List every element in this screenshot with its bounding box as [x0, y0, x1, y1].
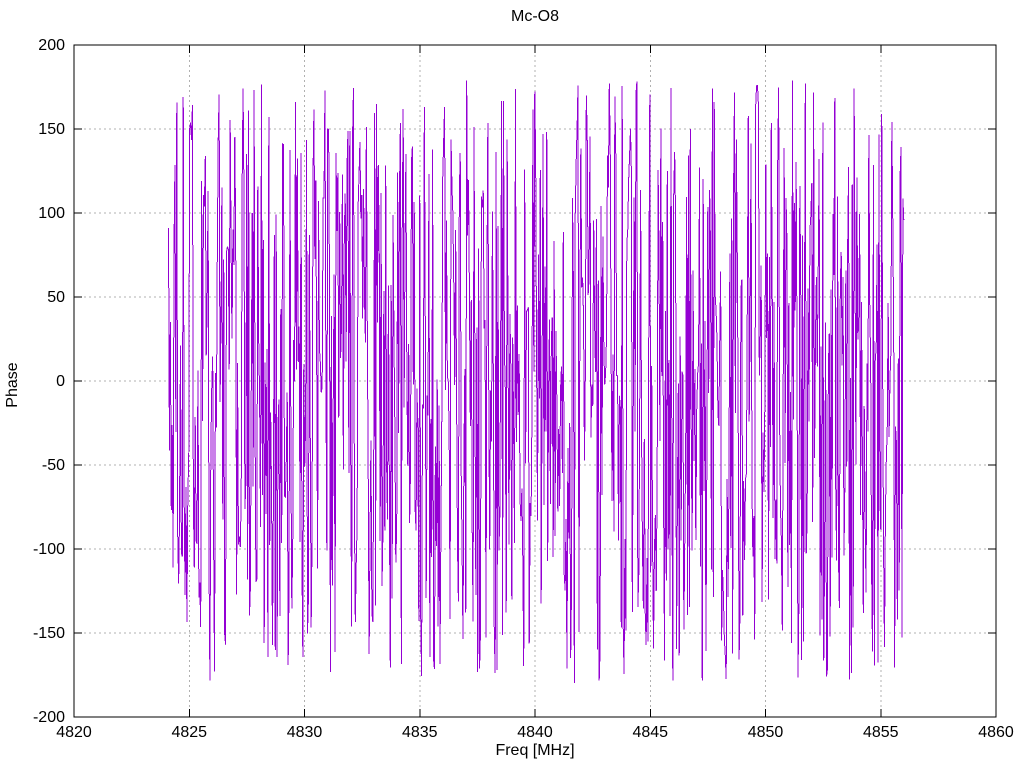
- y-tick-label: -50: [42, 457, 65, 474]
- x-tick-label: 4830: [287, 724, 323, 741]
- y-tick-labels: -200 -150 -100 -50 0 50 100 150 200: [33, 37, 65, 726]
- x-tick-label: 4855: [863, 724, 899, 741]
- y-tick-label: -200: [33, 709, 65, 726]
- x-tick-label: 4825: [171, 724, 207, 741]
- axes-border-ticks: [73, 44, 997, 718]
- x-tick-label: 4850: [748, 724, 784, 741]
- y-tick-label: 0: [56, 373, 65, 390]
- x-tick-label: 4835: [402, 724, 438, 741]
- chart-title: Mc-O8: [511, 8, 559, 25]
- x-tick-label: 4820: [56, 724, 92, 741]
- y-tick-label: 150: [38, 121, 65, 138]
- x-tick-labels: 4820 4825 4830 4835 4840 4845 4850 4855 4860: [56, 724, 1014, 741]
- y-tick-label: 100: [38, 205, 65, 222]
- y-tick-label: -100: [33, 541, 65, 558]
- x-tick-label: 4840: [517, 724, 553, 741]
- x-tick-label: 4860: [978, 724, 1014, 741]
- y-axis-label: Phase: [4, 362, 21, 408]
- phase-series-line: [168, 80, 905, 684]
- y-tick-label: 200: [38, 37, 65, 54]
- x-axis-label: Freq [MHz]: [495, 742, 575, 759]
- y-tick-label: -150: [33, 625, 65, 642]
- x-tick-label: 4845: [632, 724, 668, 741]
- y-tick-label: 50: [47, 289, 65, 306]
